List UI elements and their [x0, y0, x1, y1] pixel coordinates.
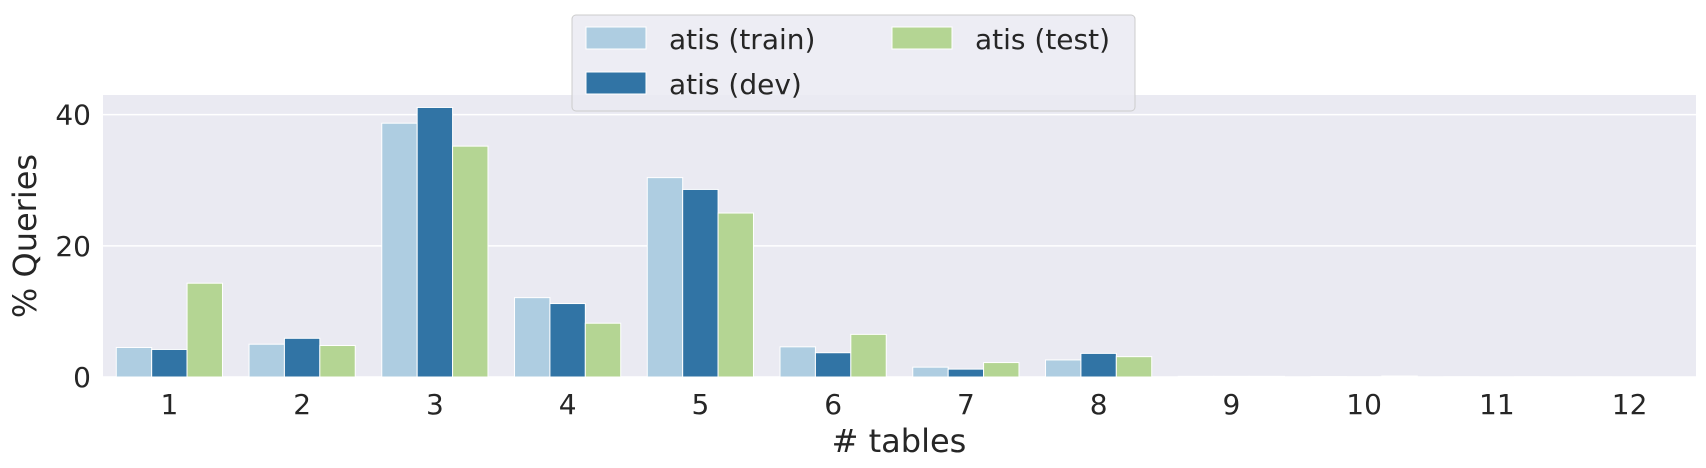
x-tick-label: 4 [559, 388, 577, 421]
bar [283, 337, 321, 378]
x-tick-label: 3 [426, 388, 444, 421]
legend-swatch [585, 26, 647, 50]
x-tick-label: 1 [160, 388, 178, 421]
bar [1045, 359, 1082, 378]
x-tick-label: 2 [293, 388, 311, 421]
x-tick-label: 5 [691, 388, 709, 421]
bar [1080, 352, 1117, 378]
y-tick-label: 40 [55, 99, 91, 132]
bar [452, 145, 489, 378]
bar [186, 282, 223, 378]
bar [814, 352, 852, 378]
bar [1213, 375, 1250, 378]
bar [1248, 375, 1285, 378]
bar [1177, 375, 1215, 378]
bar [912, 366, 949, 378]
bar [248, 343, 285, 378]
bar [549, 303, 586, 378]
bar [983, 362, 1020, 378]
x-tick-label: 6 [824, 388, 842, 421]
legend-box [571, 14, 1136, 112]
x-tick-label: 11 [1479, 388, 1515, 421]
bar [514, 297, 551, 378]
bar [115, 346, 153, 378]
x-tick-label: 12 [1612, 388, 1648, 421]
legend-swatch [891, 26, 953, 50]
y-tick-label: 0 [73, 361, 91, 394]
bars [115, 106, 1613, 378]
y-tick-labels: 0 20 40 [55, 99, 91, 394]
legend: atis (train) atis (dev) atis (test) [571, 14, 1136, 112]
x-tick-label: 8 [1090, 388, 1108, 421]
y-tick-label: 20 [55, 230, 91, 263]
bar [584, 322, 622, 378]
plot-background [103, 95, 1696, 377]
bar [416, 106, 454, 378]
bar [646, 177, 684, 378]
bar [947, 368, 985, 378]
gridlines [103, 113, 1696, 378]
x-tick-label: 9 [1222, 388, 1240, 421]
bar [319, 345, 356, 378]
bar [1381, 375, 1418, 378]
legend-label: atis (dev) [669, 68, 802, 101]
x-tick-labels: 1 2 3 4 5 6 7 8 9 10 11 12 [160, 388, 1647, 421]
bar [850, 333, 887, 378]
bar [682, 188, 719, 378]
bar [1115, 356, 1153, 378]
bar [381, 122, 418, 378]
x-tick-label: 10 [1346, 388, 1382, 421]
y-axis-title: % Queries [6, 154, 44, 318]
legend-label: atis (test) [975, 23, 1110, 56]
bar [779, 346, 816, 378]
legend-label: atis (train) [669, 23, 815, 56]
x-tick-label: 7 [957, 388, 975, 421]
bar [151, 348, 188, 378]
bar [717, 212, 754, 378]
x-axis-title: # tables [832, 422, 967, 460]
legend-swatch [585, 71, 647, 95]
